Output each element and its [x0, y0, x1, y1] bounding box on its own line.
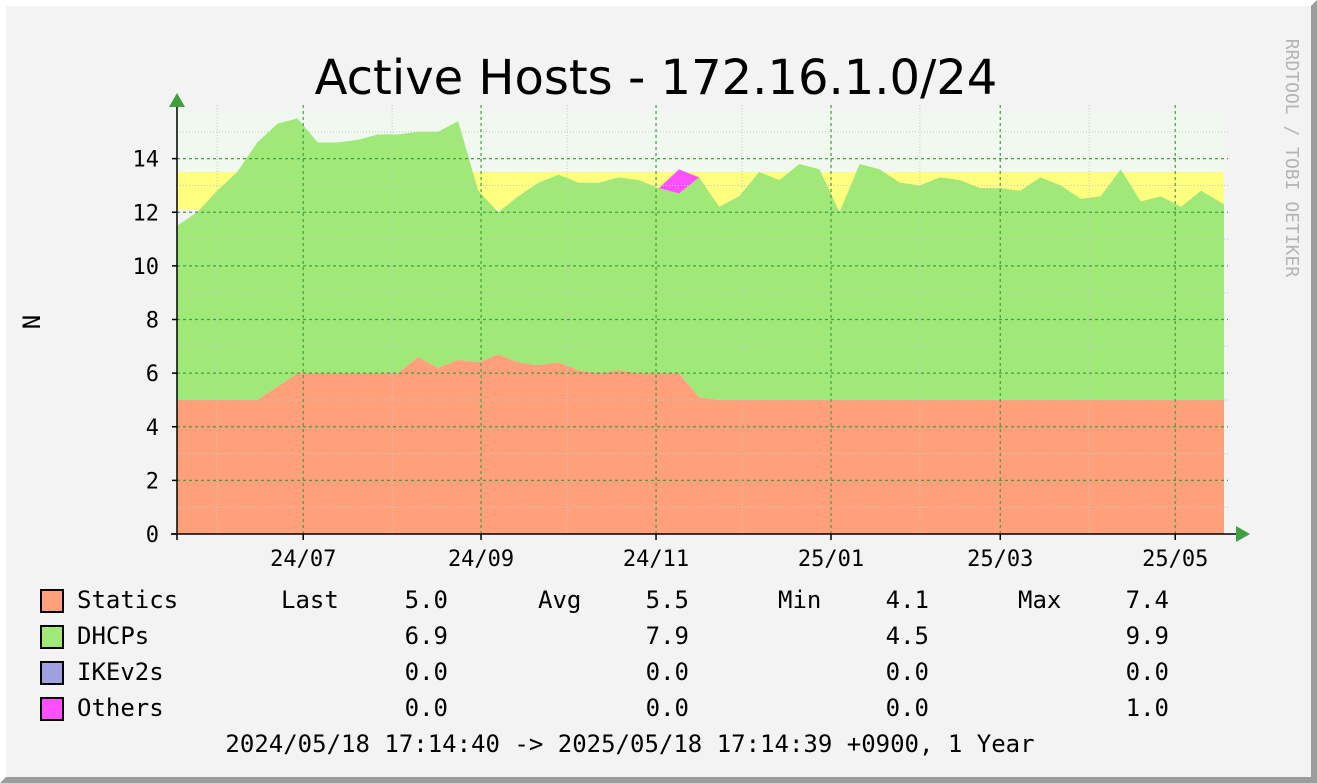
y-tick-labels: 0 2 4 6 8 10 12 14 — [133, 148, 160, 548]
legend-avg-ikev2s: 0.0 — [646, 658, 689, 686]
legend-swatch-dhcps — [40, 625, 64, 649]
legend-last-statics: 5.0 — [405, 586, 448, 614]
y-tick-label: 14 — [133, 148, 160, 173]
y-tick-label: 12 — [133, 201, 160, 226]
x-tick-label: 24/11 — [623, 547, 689, 572]
legend-min-statics: 4.1 — [886, 586, 929, 614]
y-tick-label: 10 — [133, 255, 160, 280]
legend-header-min: Min — [778, 586, 821, 614]
watermark: RRDTOOL / TOBI OETIKER — [1281, 39, 1302, 278]
y-tick-label: 0 — [146, 523, 159, 548]
y-axis-label: N — [18, 315, 46, 329]
time-range-footer: 2024/05/18 17:14:40 -> 2025/05/18 17:14:… — [225, 730, 1034, 758]
x-tick-labels: 24/07 24/09 24/11 25/01 25/03 25/05 — [270, 547, 1208, 572]
legend-swatch-statics — [40, 589, 64, 613]
x-tick-label: 24/07 — [270, 547, 336, 572]
y-tick-label: 2 — [146, 469, 159, 494]
legend-avg-dhcps: 7.9 — [646, 622, 689, 650]
x-tick-label: 25/01 — [798, 547, 864, 572]
legend-name-others: Others — [77, 694, 164, 722]
legend-name-ikev2s: IKEv2s — [77, 658, 164, 686]
legend-header-max: Max — [1018, 586, 1061, 614]
legend-min-ikev2s: 0.0 — [886, 658, 929, 686]
legend-last-dhcps: 6.9 — [405, 622, 448, 650]
legend-swatch-others — [40, 697, 64, 721]
legend-swatch-ikev2s — [40, 661, 64, 685]
x-axis-arrow — [1236, 526, 1250, 542]
legend-name-statics: Statics — [77, 586, 178, 614]
legend-max-ikev2s: 0.0 — [1126, 658, 1169, 686]
stacked-areas — [177, 118, 1224, 534]
y-tick-label: 4 — [146, 416, 159, 441]
grid — [177, 105, 1228, 534]
legend-min-dhcps: 4.5 — [886, 622, 929, 650]
legend-last-others: 0.0 — [405, 694, 448, 722]
y-tick-label: 8 — [146, 309, 159, 334]
chart-title: Active Hosts - 172.16.1.0/24 — [315, 50, 998, 106]
area-dhcps — [177, 118, 1224, 400]
legend-last-ikev2s: 0.0 — [405, 658, 448, 686]
legend-max-statics: 7.4 — [1126, 586, 1169, 614]
legend-avg-statics: 5.5 — [646, 586, 689, 614]
y-tick-label: 6 — [146, 362, 159, 387]
area-statics — [177, 354, 1224, 534]
legend-max-others: 1.0 — [1126, 694, 1169, 722]
legend-avg-others: 0.0 — [646, 694, 689, 722]
legend-min-others: 0.0 — [886, 694, 929, 722]
x-tick-label: 25/03 — [967, 547, 1033, 572]
legend-header-last: Last — [281, 586, 339, 614]
x-tick-label: 25/05 — [1142, 547, 1208, 572]
legend: Last Avg Min Max Statics 5.0 5.5 4.1 7.4… — [40, 586, 1169, 722]
legend-name-dhcps: DHCPs — [77, 622, 149, 650]
x-tick-label: 24/09 — [448, 547, 514, 572]
axes — [169, 93, 1250, 542]
y-axis-arrow — [169, 93, 185, 107]
legend-header-avg: Avg — [538, 586, 581, 614]
legend-max-dhcps: 9.9 — [1126, 622, 1169, 650]
